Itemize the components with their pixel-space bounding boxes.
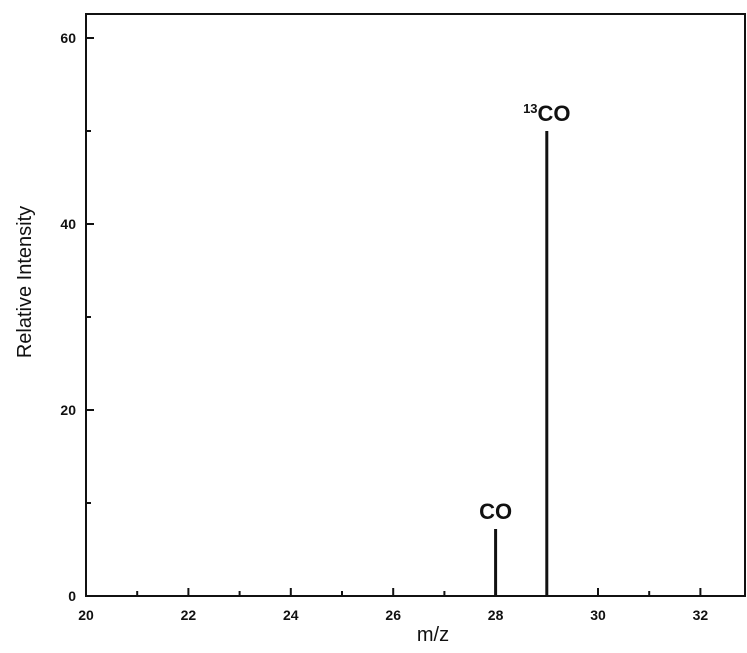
- peak-label-superscript: 13: [523, 101, 537, 116]
- peak-label: 13CO: [523, 101, 570, 126]
- y-tick-label: 0: [68, 588, 76, 604]
- x-tick-label: 24: [283, 607, 299, 623]
- x-tick-label: 30: [590, 607, 606, 623]
- x-tick-label: 20: [78, 607, 94, 623]
- y-tick-label: 40: [60, 216, 76, 232]
- x-tick-label: 26: [385, 607, 401, 623]
- x-axis-ticks: 20 22 24 26 28 30 32: [78, 588, 708, 623]
- y-axis-title: Relative Intensity: [14, 206, 36, 358]
- peak-label: CO: [479, 499, 512, 524]
- peak-label-text: CO: [538, 101, 571, 126]
- x-axis-title: m/z: [417, 624, 449, 646]
- x-tick-label: 22: [181, 607, 197, 623]
- x-tick-label: 28: [488, 607, 504, 623]
- y-tick-label: 60: [60, 30, 76, 46]
- y-tick-label: 20: [60, 402, 76, 418]
- y-axis-ticks: 0 20 40 60: [60, 30, 94, 604]
- plot-frame: [85, 13, 746, 597]
- x-tick-label: 32: [693, 607, 709, 623]
